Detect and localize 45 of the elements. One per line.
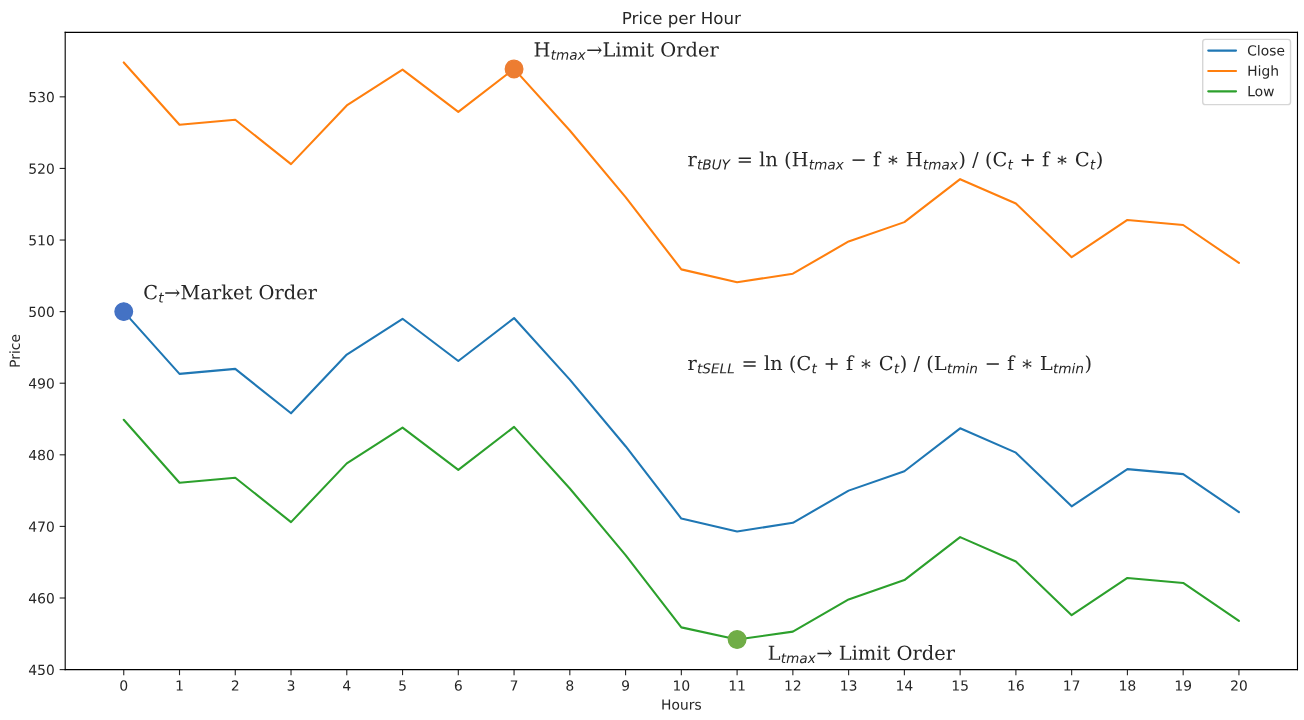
x-tick-label: 19 [1175, 680, 1192, 691]
x-tick-label: 11 [729, 680, 745, 691]
line-series [122, 61, 1240, 284]
x-tick-label: 15 [952, 680, 968, 691]
x-tick-label: 16 [1008, 680, 1024, 691]
x-tick-label: 4 [343, 680, 351, 691]
x-tick-label: 20 [1231, 680, 1247, 691]
legend-label: High [1248, 65, 1278, 79]
annotation: L$_{tmax}$→ Limit Order [768, 645, 956, 664]
chart-title: Price per Hour [623, 11, 741, 28]
point [727, 630, 747, 650]
y-tick-label: 520 [29, 163, 54, 174]
x-tick-label: 5 [399, 680, 406, 691]
annotation: C$_{t}$→Market Order [144, 284, 317, 303]
x-tick-label: 17 [1064, 680, 1080, 691]
y-tick-label: 450 [28, 664, 54, 676]
point [114, 302, 134, 322]
x-tick-label: 6 [454, 680, 462, 691]
x-tick-label: 12 [785, 680, 801, 691]
y-tick-label: 530 [29, 91, 54, 103]
annotation: H$_{tmax}$→Limit Order [534, 41, 719, 60]
x-tick-label: 3 [287, 680, 295, 691]
x-axis-title: Hours [662, 699, 702, 710]
x-tick-label: 18 [1120, 680, 1136, 691]
x-tick-label: 2 [231, 680, 239, 691]
y-axis-title: Price [9, 334, 21, 367]
x-tick-label: 8 [566, 680, 574, 691]
text: r$_{tBUY}$ = ln (H$_{tmax}$ − f ∗ H$_{tmax}$) / (C$_{t}$ + f ∗ C$_{t}$) [688, 151, 1102, 170]
y-tick-label: 510 [29, 235, 54, 246]
x-tick-label: 13 [841, 680, 857, 691]
point [504, 59, 524, 79]
x-tick-label: 10 [674, 680, 690, 691]
x-tick-label: 1 [176, 680, 183, 691]
y-tick-label: 470 [28, 521, 54, 532]
x-tick-label: 9 [622, 680, 630, 691]
y-tick-label: 500 [29, 306, 54, 318]
y-tick-label: 480 [28, 449, 54, 461]
legend-label: Low [1248, 86, 1274, 97]
text: r$_{tSELL}$ = ln (C$_{t}$ + f ∗ C$_{t}$) / (L$_{tmin}$ − f ∗ L$_{tmin}$) [688, 355, 1091, 374]
y-tick-label: 460 [28, 592, 54, 604]
x-tick-label: 0 [120, 680, 128, 691]
x-tick-label: 14 [897, 680, 913, 691]
y-tick-label: 490 [28, 378, 54, 389]
x-tick-label: 7 [510, 680, 518, 691]
legend-label: Close [1247, 44, 1285, 56]
